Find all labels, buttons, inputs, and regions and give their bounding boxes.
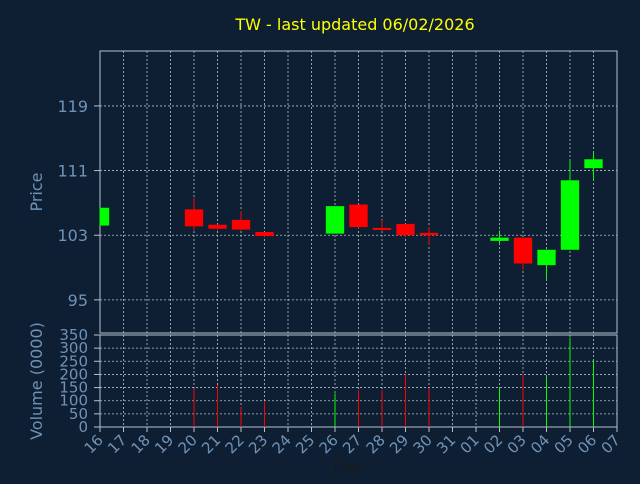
x-axis: 1617181920212223242526272829303101020304…: [81, 427, 624, 457]
candle-body: [560, 180, 580, 250]
x-tick-label: 21: [198, 431, 224, 457]
candle-body: [490, 237, 509, 241]
x-tick-label: 30: [410, 431, 436, 457]
candle-body: [184, 209, 204, 227]
candle-body: [100, 207, 110, 226]
price-tick-label: 111: [57, 162, 88, 181]
x-tick-label: 29: [386, 431, 412, 457]
x-tick-label: 28: [363, 431, 389, 457]
x-tick-label: 04: [527, 431, 553, 457]
x-tick-label: 05: [551, 431, 577, 457]
x-tick-label: 26: [316, 431, 342, 457]
candle-body: [349, 204, 368, 228]
volume-tick-label: 50: [69, 405, 88, 423]
price-tick-label: 119: [57, 97, 88, 116]
candle-body: [584, 159, 603, 169]
x-tick-label: 31: [433, 431, 459, 457]
volume-tick-label: 150: [59, 379, 88, 397]
price-axis-label: Price: [27, 172, 46, 211]
x-tick-label: 19: [151, 431, 177, 457]
price-panel: 95 103 111 119: [57, 50, 618, 334]
candle-body: [396, 223, 415, 236]
x-tick-label: 02: [480, 431, 506, 457]
candle-body: [325, 206, 345, 234]
x-tick-label: 01: [457, 431, 483, 457]
candle-body: [231, 219, 251, 230]
x-tick-label: 22: [222, 431, 248, 457]
volume-tick-label: 200: [59, 365, 88, 383]
x-axis-label: Day: [333, 458, 363, 476]
candle-body: [537, 249, 556, 266]
x-tick-label: 06: [574, 431, 600, 457]
candle-body: [208, 224, 227, 229]
candle-body: [255, 231, 274, 237]
x-tick-label: 03: [504, 431, 530, 457]
volume-axis-label: Volume (0000): [27, 322, 46, 440]
volume-tick-label: 250: [59, 352, 88, 370]
x-tick-label: 24: [269, 431, 295, 457]
x-tick-label: 17: [104, 431, 130, 457]
x-tick-label: 25: [292, 431, 318, 457]
price-tick-label: 95: [68, 291, 88, 310]
volume-tick-label: 300: [59, 339, 88, 357]
x-tick-label: 27: [339, 431, 365, 457]
candle-body: [372, 227, 392, 230]
candle-body: [513, 237, 533, 264]
chart-title: TW - last updated 06/02/2026: [234, 15, 474, 34]
candle-body: [419, 232, 439, 236]
volume-tick-label: 350: [59, 326, 88, 344]
volume-tick-label: 100: [59, 392, 88, 410]
price-tick-label: 103: [57, 226, 88, 245]
x-tick-label: 23: [245, 431, 271, 457]
x-tick-label: 07: [598, 431, 624, 457]
x-tick-label: 20: [175, 431, 201, 457]
x-tick-label: 18: [128, 431, 154, 457]
volume-tick-label: 0: [78, 418, 88, 436]
